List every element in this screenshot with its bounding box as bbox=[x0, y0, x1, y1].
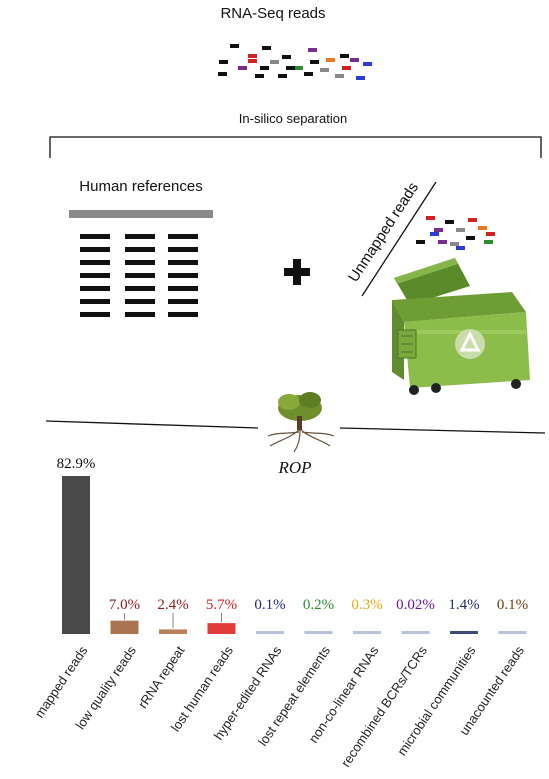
plus-icon bbox=[284, 259, 310, 285]
read-fragment bbox=[262, 46, 271, 50]
read-fragment bbox=[282, 55, 291, 59]
read-fragment bbox=[218, 72, 227, 76]
read-fragment bbox=[304, 72, 313, 76]
read-fragment bbox=[294, 66, 303, 70]
read-fragment bbox=[255, 74, 264, 78]
read-fragment bbox=[248, 59, 257, 63]
read-fragment bbox=[320, 68, 329, 72]
aligned-read bbox=[125, 273, 155, 278]
bar-value-label: 0.1% bbox=[497, 597, 528, 613]
rop-tool-name: ROP bbox=[277, 458, 311, 477]
read-fragment bbox=[230, 44, 239, 48]
aligned-read bbox=[80, 247, 110, 252]
aligned-read bbox=[168, 299, 198, 304]
read-fragment bbox=[335, 74, 344, 78]
aligned-read bbox=[125, 286, 155, 291]
dumpster-icon bbox=[392, 258, 530, 395]
tree-icon bbox=[267, 392, 335, 453]
aligned-read bbox=[168, 260, 198, 265]
read-fragment bbox=[484, 240, 493, 244]
unmapped-reads-label: Unmapped reads bbox=[345, 179, 422, 285]
aligned-read bbox=[168, 247, 198, 252]
bar-value-label: 0.2% bbox=[303, 597, 334, 613]
aligned-read bbox=[80, 299, 110, 304]
aligned-read bbox=[80, 273, 110, 278]
aligned-read bbox=[125, 312, 155, 317]
bar-value-label: 1.4% bbox=[448, 597, 479, 613]
read-fragment bbox=[363, 62, 372, 66]
bar-1 bbox=[110, 620, 139, 634]
read-fragment bbox=[456, 228, 465, 232]
read-fragment bbox=[260, 66, 269, 70]
aligned-read bbox=[80, 312, 110, 317]
read-fragment bbox=[456, 246, 465, 250]
read-fragment bbox=[248, 54, 257, 58]
aligned-read bbox=[168, 234, 198, 239]
separation-bracket bbox=[49, 136, 542, 158]
read-fragment bbox=[219, 60, 228, 64]
read-fragment bbox=[356, 76, 365, 80]
bar-value-label: 0.1% bbox=[254, 597, 285, 613]
read-fragment bbox=[310, 60, 319, 64]
read-fragment bbox=[438, 240, 447, 244]
read-fragment bbox=[238, 66, 247, 70]
read-fragment bbox=[478, 226, 487, 230]
aligned-read bbox=[168, 312, 198, 317]
bar-7 bbox=[401, 631, 430, 634]
aligned-read bbox=[168, 273, 198, 278]
bar-5 bbox=[304, 631, 333, 634]
section-divider-right bbox=[339, 427, 546, 434]
category-label: rRNA repeat bbox=[135, 643, 188, 711]
read-fragment bbox=[340, 54, 349, 58]
bar-value-label: 5.7% bbox=[206, 597, 237, 613]
bar-2 bbox=[159, 629, 187, 634]
read-fragment bbox=[486, 232, 495, 236]
read-fragment bbox=[434, 228, 443, 232]
read-fragment bbox=[342, 66, 351, 70]
bar-value-label: 2.4% bbox=[157, 597, 188, 613]
read-fragment bbox=[350, 58, 359, 62]
bar-3 bbox=[207, 623, 236, 634]
read-fragment bbox=[278, 74, 287, 78]
read-fragment bbox=[270, 60, 279, 64]
separation-label: In-silico separation bbox=[239, 111, 347, 126]
read-fragment bbox=[450, 242, 459, 246]
rnaseq-reads-cluster bbox=[218, 44, 372, 80]
aligned-read bbox=[125, 234, 155, 239]
read-fragment bbox=[468, 218, 477, 222]
bar-0 bbox=[62, 476, 90, 634]
aligned-reads-grid bbox=[80, 234, 198, 317]
aligned-read bbox=[125, 247, 155, 252]
aligned-read bbox=[80, 260, 110, 265]
human-references-title: Human references bbox=[79, 178, 202, 195]
read-fragment bbox=[286, 66, 295, 70]
bar-value-label: 82.9% bbox=[57, 456, 96, 472]
bar-8 bbox=[450, 631, 478, 634]
read-fragment bbox=[308, 48, 317, 52]
read-fragment bbox=[426, 216, 435, 220]
bar-value-label: 7.0% bbox=[109, 597, 140, 613]
read-fragment bbox=[430, 232, 439, 236]
aligned-read bbox=[80, 286, 110, 291]
bar-4 bbox=[256, 631, 284, 634]
read-fragment bbox=[466, 236, 475, 240]
aligned-read bbox=[125, 260, 155, 265]
rnaseq-title: RNA-Seq reads bbox=[220, 5, 325, 22]
aligned-read bbox=[125, 299, 155, 304]
read-fragment bbox=[416, 240, 425, 244]
read-fragment bbox=[445, 220, 454, 224]
category-label: recombined BCRs/TCRs bbox=[338, 643, 430, 770]
bar-value-label: 0.3% bbox=[351, 597, 382, 613]
section-divider-left bbox=[45, 420, 259, 429]
bar-value-label: 0.02% bbox=[396, 597, 435, 613]
unmapped-reads-cluster bbox=[416, 216, 495, 250]
bar-6 bbox=[353, 631, 381, 634]
bar-9 bbox=[498, 631, 527, 634]
reference-genome-bar bbox=[69, 210, 213, 218]
read-fragment bbox=[326, 58, 335, 62]
aligned-read bbox=[80, 234, 110, 239]
aligned-read bbox=[168, 286, 198, 291]
